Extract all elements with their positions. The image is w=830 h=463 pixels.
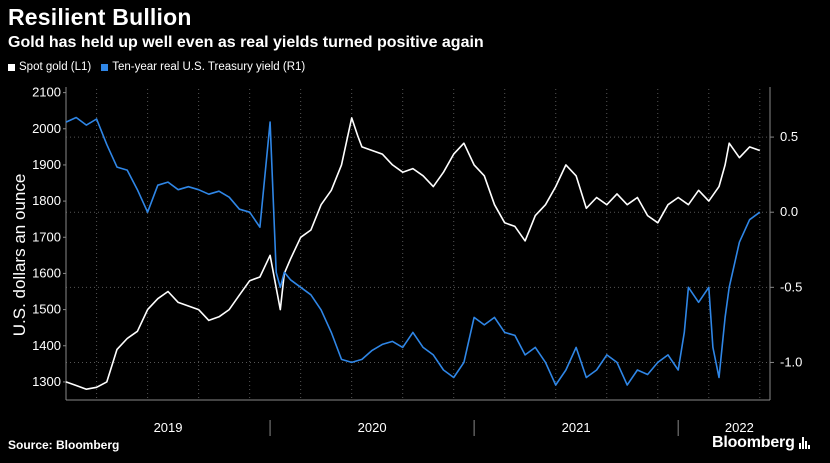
legend-label-yield: Ten-year real U.S. Treasury yield (R1) bbox=[112, 61, 306, 73]
bar-chart-icon bbox=[798, 437, 811, 449]
x-year-label: 2019 bbox=[154, 420, 183, 435]
series-layer bbox=[65, 116, 761, 391]
brand-logo: Bloomberg bbox=[712, 434, 811, 452]
brand-name: Bloomberg bbox=[712, 434, 795, 451]
legend-swatch-yield bbox=[101, 63, 109, 71]
y-tick-label-right: 0.5 bbox=[780, 129, 798, 144]
x-year-label: 2022 bbox=[725, 420, 754, 435]
y-tick-label-left: 2100 bbox=[32, 85, 61, 100]
legend-item-yield: Ten-year real U.S. Treasury yield (R1) bbox=[101, 61, 305, 73]
y-tick-label-left: 1500 bbox=[32, 302, 61, 317]
y-tick-label-left: 1900 bbox=[32, 157, 61, 172]
y-tick-label-right: -0.5 bbox=[780, 279, 802, 294]
axis-layer: 1300 1400 1500 1600 1700 1800 1900 2000 2100 -1.0… bbox=[32, 85, 802, 436]
chart-subtitle: Gold has held up well even as real yield… bbox=[8, 34, 484, 51]
y-axis-label-left: U.S. dollars an ounce bbox=[10, 174, 29, 337]
y-tick-label-left: 1800 bbox=[32, 193, 61, 208]
chart-legend: Spot gold (L1) Ten-year real U.S. Treasu… bbox=[8, 61, 305, 73]
x-year-label: 2020 bbox=[358, 420, 387, 435]
legend-swatch-gold bbox=[8, 63, 15, 71]
legend-label-gold: Spot gold (L1) bbox=[19, 61, 92, 73]
series-line-gold bbox=[65, 117, 761, 391]
chart-title: Resilient Bullion bbox=[8, 4, 192, 30]
series-line-yield bbox=[65, 116, 761, 386]
y-tick-label-right: -1.0 bbox=[780, 354, 802, 369]
y-tick-label-left: 1400 bbox=[32, 338, 61, 353]
y-tick-label-left: 2000 bbox=[32, 121, 61, 136]
y-tick-label-left: 1300 bbox=[32, 374, 61, 389]
x-year-label: 2021 bbox=[562, 420, 591, 435]
y-tick-label-right: 0.0 bbox=[780, 204, 798, 219]
legend-item-gold: Spot gold (L1) bbox=[8, 61, 91, 73]
y-tick-label-left: 1700 bbox=[32, 229, 61, 244]
y-tick-label-left: 1600 bbox=[32, 265, 61, 280]
source-note: Source: Bloomberg bbox=[8, 438, 120, 452]
grid-layer bbox=[66, 89, 770, 400]
